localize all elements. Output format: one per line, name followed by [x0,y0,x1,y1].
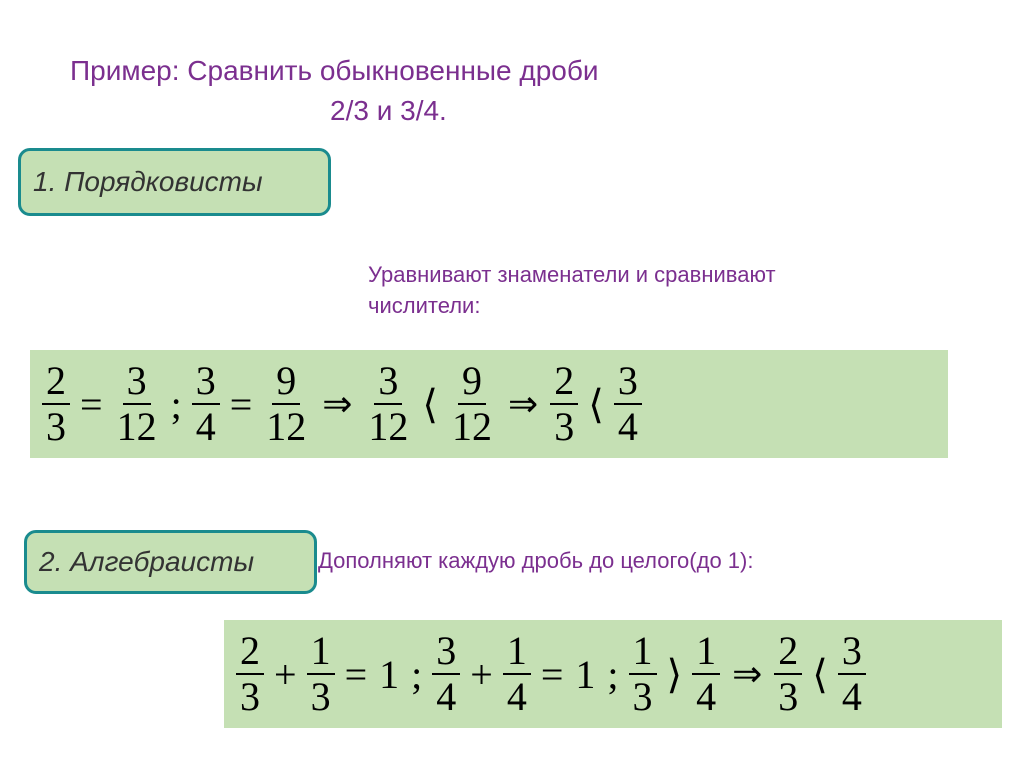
denominator: 12 [364,405,412,447]
numerator: 2 [774,631,802,675]
section1-box: 1. Порядковисты [18,148,331,216]
fraction: 14 [692,631,720,717]
fraction: 912 [448,361,496,447]
denominator: 3 [307,675,335,717]
denominator: 3 [629,675,657,717]
denominator: 3 [550,405,578,447]
page-title: Пример: Сравнить обыкновенные дроби [70,55,599,87]
section1-description-line1: Уравнивают знаменатели и сравнивают [368,260,776,291]
semicolon: ; [411,651,422,698]
less-than: ⟨ [588,381,604,428]
section2-description: Дополняют каждую дробь до целого(до 1): [318,548,753,574]
equation2-box: 23 + 13 = 1 ; 34 + 14 = 1 ; 13 ⟩ 14 ⇒ 23… [224,620,1002,728]
numerator: 2 [550,361,578,405]
semicolon: ; [171,381,182,428]
semicolon: ; [607,651,618,698]
denominator: 12 [113,405,161,447]
less-than: ⟨ [422,381,438,428]
fraction: 14 [503,631,531,717]
numerator: 3 [838,631,866,675]
denominator: 3 [236,675,264,717]
plus-sign: + [274,651,297,698]
less-than: ⟨ [812,651,828,698]
fraction: 34 [838,631,866,717]
numerator: 9 [458,361,486,405]
fraction: 34 [614,361,642,447]
result-one: 1 [379,651,399,698]
implies-arrow: ⇒ [732,653,762,695]
numerator: 3 [432,631,460,675]
equals-sign: = [345,651,368,698]
fraction: 312 [364,361,412,447]
denominator: 4 [432,675,460,717]
section1-label: 1. Порядковисты [33,166,263,198]
denominator: 4 [192,405,220,447]
denominator: 12 [262,405,310,447]
numerator: 1 [629,631,657,675]
numerator: 3 [192,361,220,405]
numerator: 1 [692,631,720,675]
page-subtitle: 2/3 и 3/4. [330,95,447,127]
denominator: 4 [838,675,866,717]
section2-label: 2. Алгебраисты [39,546,254,578]
equals-sign: = [230,381,253,428]
fraction: 34 [192,361,220,447]
section2-box: 2. Алгебраисты [24,530,317,594]
fraction: 23 [236,631,264,717]
denominator: 4 [503,675,531,717]
greater-than: ⟩ [667,651,683,698]
numerator: 1 [307,631,335,675]
numerator: 2 [42,361,70,405]
numerator: 3 [374,361,402,405]
numerator: 3 [123,361,151,405]
fraction: 34 [432,631,460,717]
numerator: 9 [272,361,300,405]
numerator: 3 [614,361,642,405]
fraction: 13 [629,631,657,717]
denominator: 4 [614,405,642,447]
fraction: 312 [113,361,161,447]
implies-arrow: ⇒ [322,383,352,425]
denominator: 4 [692,675,720,717]
equals-sign: = [541,651,564,698]
implies-arrow: ⇒ [508,383,538,425]
equals-sign: = [80,381,103,428]
section1-description-line2: числители: [368,291,776,322]
equation1-box: 23 = 312 ; 34 = 912 ⇒ 312 ⟨ 912 ⇒ 23 ⟨ 3… [30,350,948,458]
plus-sign: + [470,651,493,698]
result-one: 1 [575,651,595,698]
numerator: 1 [503,631,531,675]
fraction: 912 [262,361,310,447]
fraction: 23 [550,361,578,447]
fraction: 23 [774,631,802,717]
section1-description: Уравнивают знаменатели и сравнивают числ… [368,260,776,322]
denominator: 12 [448,405,496,447]
fraction: 23 [42,361,70,447]
denominator: 3 [774,675,802,717]
denominator: 3 [42,405,70,447]
numerator: 2 [236,631,264,675]
fraction: 13 [307,631,335,717]
